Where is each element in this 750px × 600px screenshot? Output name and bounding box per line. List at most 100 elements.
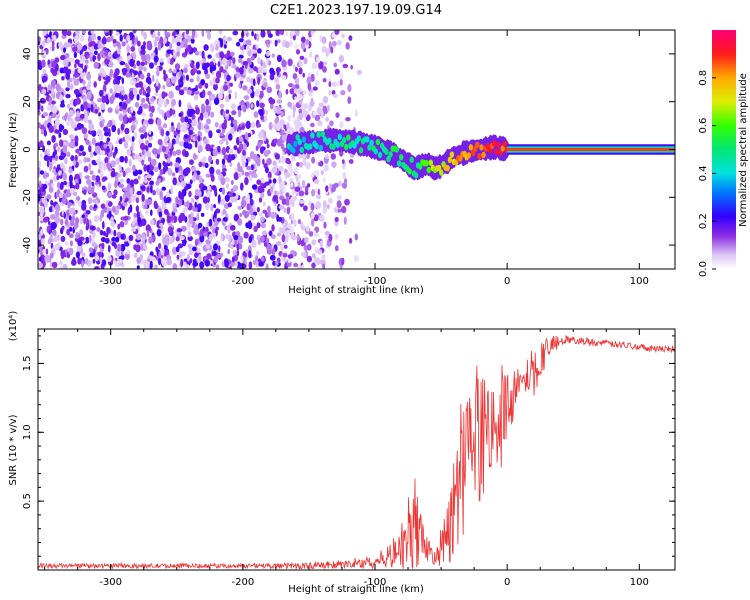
y-tick-label: -40 [22, 237, 33, 253]
spectrogram-cell [200, 79, 206, 86]
spectrogram-cell [173, 49, 177, 57]
spectrogram-cell [244, 177, 249, 186]
spectrogram-cell [42, 30, 47, 36]
spectrogram-cell [81, 252, 86, 258]
spectrogram-cell [255, 260, 259, 266]
spectrogram-cell [133, 252, 138, 258]
spectrogram-cell [331, 90, 336, 95]
spectrogram-cell [54, 129, 60, 134]
spectrogram-cell [146, 97, 150, 102]
spectrogram-cell [257, 57, 261, 65]
spectrogram-cell [194, 201, 197, 208]
spectrogram-cell [108, 119, 113, 127]
spectrogram-cell [54, 57, 60, 63]
spectrogram-cell [169, 42, 173, 50]
signal-cell [356, 135, 362, 142]
spectrogram-cell [150, 105, 155, 114]
spectrogram-cell [281, 129, 285, 136]
colorbar-ticks: 0.0 0.2 0.4 0.6 0.8 [698, 70, 716, 277]
spectrogram-cell [278, 227, 284, 234]
spectrogram-cell [292, 235, 298, 240]
spectrogram-cell [172, 150, 177, 157]
spectrogram-cell [77, 159, 83, 165]
spectrogram-cell [338, 55, 344, 63]
spectrogram-cell [202, 156, 207, 162]
spectrogram-cell [101, 259, 107, 267]
spectrogram-cell [257, 76, 260, 86]
spectrogram-cell [42, 75, 48, 83]
spectrogram-cell [91, 174, 97, 181]
spectrogram-cell [85, 139, 90, 146]
spectrogram-cell [49, 179, 54, 184]
spectrogram-cell [269, 186, 274, 194]
spectrogram-cell [158, 109, 164, 115]
spectrogram-cell [46, 194, 52, 200]
spectrogram-cell [54, 204, 61, 212]
spectrogram-cell [317, 188, 321, 197]
spectrogram-cell [111, 124, 117, 133]
spectrogram-cell [54, 154, 58, 161]
spectrogram-cell [268, 122, 273, 130]
spectrogram-cell [118, 139, 123, 145]
spectrogram-cell [205, 143, 211, 152]
spectrogram-cell [219, 66, 224, 71]
spectrogram-cell [46, 159, 50, 168]
spectrogram-cell [240, 199, 247, 208]
spectrogram-cell [344, 178, 348, 185]
spectrogram-cell [282, 147, 288, 153]
spectrogram-cell [273, 266, 277, 269]
spectrogram-cell [193, 172, 198, 178]
signal-cell [297, 138, 302, 146]
spectrogram-cell [297, 219, 301, 225]
signal-cell [437, 164, 442, 172]
spectrogram-cell [179, 236, 185, 241]
spectrogram-cell [242, 150, 246, 156]
spectrogram-cell [237, 218, 243, 226]
spectrogram-cell [173, 131, 178, 136]
spectrogram-cell [123, 215, 129, 221]
spectrogram-cell [86, 218, 89, 227]
spectrogram-cell [132, 164, 136, 172]
spectrogram-cell [171, 35, 175, 45]
spectrogram-cell [84, 113, 89, 120]
spectrogram-cell [162, 256, 167, 261]
spectrogram-cell [67, 80, 70, 89]
spectrogram-cell [248, 60, 252, 66]
spectrogram-cell [122, 115, 128, 124]
spectrogram-cell [65, 142, 70, 147]
spectrogram-cell [300, 252, 306, 257]
spectrogram-cell [197, 222, 203, 229]
spectrogram-cell [38, 90, 41, 98]
spectrogram-cell [163, 69, 166, 75]
spectrogram-cell [74, 135, 79, 143]
spectrogram-cell [79, 113, 86, 119]
spectrogram-cell [328, 183, 332, 189]
spectrogram-cell [162, 85, 166, 90]
spectrogram-cell [224, 259, 229, 268]
x-tick-label: -300 [99, 577, 122, 588]
spectrogram-cell [325, 185, 329, 193]
spectrogram-cell [296, 233, 300, 242]
spectrogram-cell [133, 217, 138, 223]
spectrogram-cell [79, 229, 84, 236]
spectrogram-cell [198, 51, 202, 56]
spectrogram-cell [124, 134, 131, 143]
spectrogram-cell [330, 153, 336, 160]
spectrogram-cell [89, 57, 93, 62]
spectrogram-cell [266, 86, 273, 94]
spectrogram-cell [129, 58, 135, 67]
spectrogram-cell [244, 213, 248, 219]
snr-y-axis-label: SNR (10 * v/v) [8, 414, 19, 485]
spectrogram-cell [183, 207, 188, 214]
spectrogram-cell [141, 112, 147, 117]
spectrogram-cell [274, 78, 280, 82]
spectrogram-cell [267, 33, 273, 38]
spectrogram-cell [74, 178, 79, 184]
spectrogram-cell [113, 70, 118, 80]
spectrogram-cell [38, 262, 44, 269]
spectrogram-cell [172, 69, 177, 74]
spectrogram-cell [59, 197, 62, 203]
spectrogram-cell [337, 180, 343, 187]
spectrogram-cell [56, 181, 61, 189]
spectrogram-cell [79, 236, 85, 241]
